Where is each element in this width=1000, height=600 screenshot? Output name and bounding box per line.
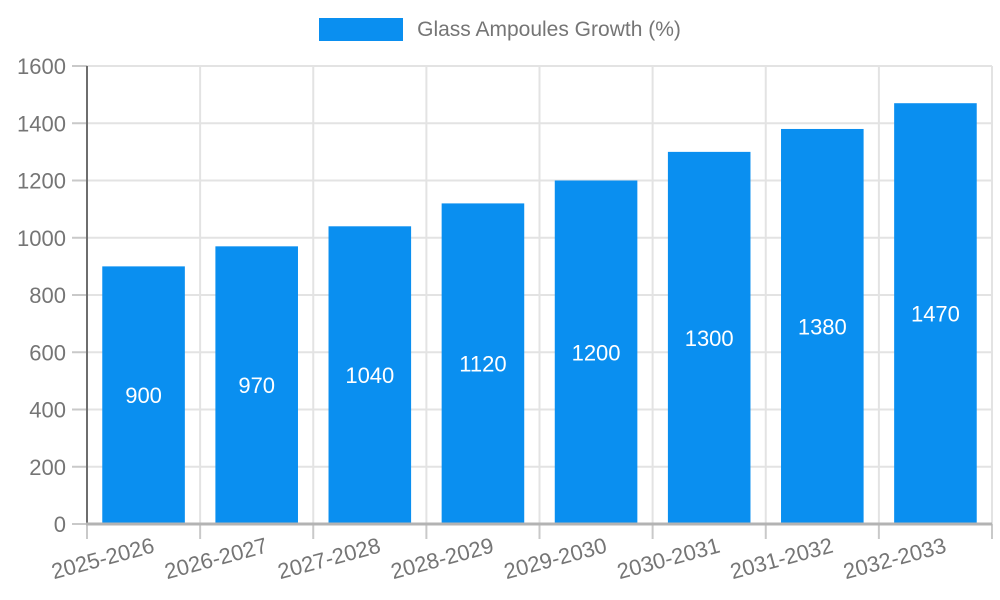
bar xyxy=(554,180,638,524)
x-tick-label: 2028-2029 xyxy=(388,533,496,584)
bar xyxy=(328,226,412,525)
x-tick-label: 2025-2026 xyxy=(49,533,157,584)
bar xyxy=(441,203,525,524)
x-tick-label: 2026-2027 xyxy=(162,533,270,584)
x-tick-label: 2032-2033 xyxy=(841,533,949,584)
y-tick-label: 0 xyxy=(54,512,66,537)
bar-value-label: 1300 xyxy=(685,326,734,351)
y-tick-label: 800 xyxy=(29,283,66,308)
y-tick-label: 600 xyxy=(29,340,66,365)
bar xyxy=(215,246,298,524)
y-tick-label: 400 xyxy=(29,398,66,423)
bar xyxy=(667,151,751,524)
x-tick-label: 2029-2030 xyxy=(501,533,609,584)
x-tick-label: 2030-2031 xyxy=(614,533,722,584)
y-tick-label: 200 xyxy=(29,455,66,480)
bar-value-label: 900 xyxy=(125,383,162,408)
bar-value-label: 970 xyxy=(238,373,275,398)
y-tick-label: 1000 xyxy=(17,226,66,251)
x-tick-label: 2027-2028 xyxy=(275,533,383,584)
bar xyxy=(894,103,977,525)
bar-value-label: 1040 xyxy=(345,363,394,388)
y-tick-label: 1600 xyxy=(17,54,66,79)
y-tick-label: 1200 xyxy=(17,169,66,194)
x-tick-label: 2031-2032 xyxy=(728,533,836,584)
bar xyxy=(102,266,185,524)
bar-value-label: 1380 xyxy=(798,314,847,339)
bar-value-label: 1470 xyxy=(911,302,960,327)
y-tick-label: 1400 xyxy=(17,111,66,136)
bar xyxy=(781,128,864,524)
bar-value-label: 1200 xyxy=(572,340,621,365)
bar-value-label: 1120 xyxy=(459,352,506,377)
